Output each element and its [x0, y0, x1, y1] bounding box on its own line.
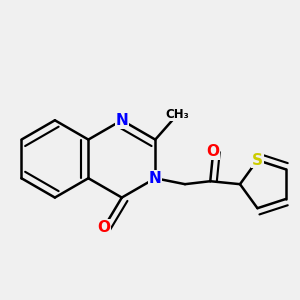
Text: O: O [98, 220, 110, 235]
Text: S: S [252, 153, 263, 168]
Text: CH₃: CH₃ [166, 108, 189, 121]
Text: O: O [207, 144, 220, 159]
Text: N: N [116, 113, 128, 128]
Text: N: N [149, 171, 162, 186]
